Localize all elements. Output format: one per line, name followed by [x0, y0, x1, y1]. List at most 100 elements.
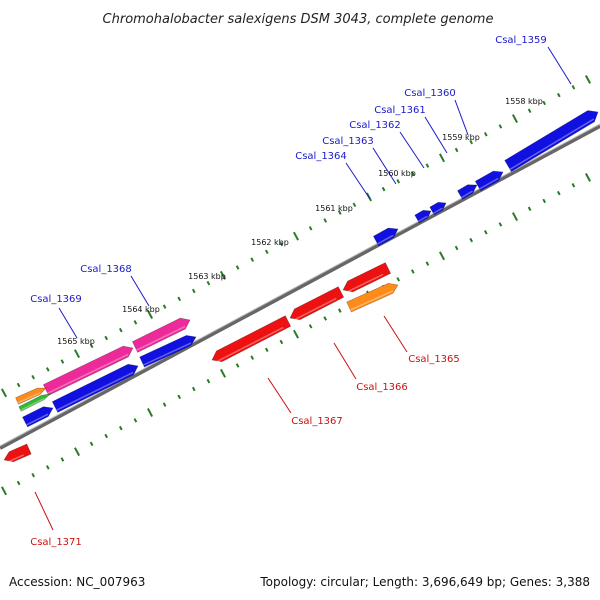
lower-tick-mark [133, 418, 138, 423]
lower-tick-mark [308, 324, 313, 329]
leader-line-csal-1359 [547, 46, 572, 85]
upper-tick-mark [206, 280, 211, 286]
scale-label: 1560 kbp [378, 169, 416, 178]
upper-tick-mark [381, 186, 386, 192]
gene-label-csal-1365[interactable]: Csal_1365 [408, 354, 460, 365]
leader-line-csal-1365 [383, 315, 408, 353]
upper-tick-mark [89, 343, 94, 349]
upper-tick-mark [469, 139, 474, 145]
gene-label-csal-1366[interactable]: Csal_1366 [356, 382, 408, 393]
lower-tick-mark [469, 237, 474, 243]
upper-tick-mark [410, 171, 415, 176]
scale-label: 1561 kbp [315, 204, 353, 213]
gene-orange-feature-reverse[interactable] [346, 282, 399, 313]
upper-tick-mark [511, 114, 519, 124]
upper-tick-mark [73, 349, 81, 359]
upper-tick-mark [337, 210, 342, 215]
gene-orange-feature[interactable] [15, 387, 47, 405]
gene-green-feature[interactable] [18, 393, 51, 412]
gene-csal-1362[interactable] [429, 201, 447, 216]
lower-tick-mark [162, 402, 167, 407]
upper-tick-mark [396, 179, 401, 184]
leader-line-csal-1362 [399, 131, 425, 169]
leader-line-csal-1369 [58, 307, 78, 339]
upper-tick-mark [425, 163, 430, 168]
gene-label-csal-1360[interactable]: Csal_1360 [404, 88, 456, 99]
gene-csal-1361[interactable] [457, 184, 478, 200]
scale-label: 1565 kbp [57, 337, 95, 346]
lower-tick-mark [264, 347, 269, 353]
gene-label-csal-1367[interactable]: Csal_1367 [291, 416, 343, 427]
lower-tick-mark [250, 355, 255, 360]
gene-label-csal-1368[interactable]: Csal_1368 [80, 264, 132, 275]
gene-label-csal-1363[interactable]: Csal_1363 [322, 136, 374, 147]
upper-tick-mark [308, 226, 313, 231]
lower-tick-mark [323, 316, 328, 321]
gene-magenta-feature-right[interactable] [132, 317, 191, 353]
gene-csal-1369[interactable] [51, 363, 139, 413]
upper-tick-mark [279, 241, 284, 247]
upper-tick-mark [146, 310, 154, 319]
upper-tick-mark [542, 100, 547, 106]
gene-csal-1365[interactable] [342, 262, 391, 294]
lower-tick-mark [235, 363, 240, 368]
lower-tick-mark [191, 386, 196, 392]
upper-tick-mark [292, 231, 300, 241]
leader-line-csal-1366 [333, 342, 357, 380]
lower-tick-mark [542, 198, 547, 204]
gene-csal-1364[interactable] [372, 227, 399, 247]
upper-tick-mark [483, 132, 488, 137]
lower-tick-mark [337, 308, 342, 313]
gene-csal-1367[interactable] [211, 315, 292, 364]
gene-csal-1368[interactable] [139, 335, 197, 368]
lower-tick-mark [410, 269, 415, 274]
upper-tick-mark [133, 320, 138, 325]
lower-tick-mark [219, 368, 227, 378]
upper-tick-mark [0, 388, 8, 398]
gene-label-csal-1364[interactable]: Csal_1364 [295, 151, 347, 162]
lower-tick-mark [206, 378, 211, 384]
upper-tick-mark [264, 249, 269, 255]
upper-tick-mark [104, 335, 109, 341]
lower-tick-mark [483, 230, 488, 235]
lower-tick-mark [279, 339, 284, 345]
gene-label-csal-1361[interactable]: Csal_1361 [374, 105, 426, 116]
gene-csal-1359[interactable] [504, 110, 599, 173]
upper-tick-mark [438, 153, 446, 163]
leader-line-csal-1368 [130, 275, 150, 307]
lower-tick-mark [454, 245, 459, 251]
gene-label-csal-1371[interactable]: Csal_1371 [30, 537, 82, 548]
scale-labels: 1558 kbp 1559 kbp 1560 kbp 1561 kbp 1562 kbp… [57, 97, 543, 346]
upper-tick-mark [60, 359, 65, 364]
lower-tick-mark [31, 472, 36, 478]
gene-csal-1363[interactable] [414, 209, 432, 224]
leader-line-csal-1371 [34, 491, 54, 531]
lower-tick-mark [425, 261, 430, 266]
tick-tracks [0, 75, 592, 496]
gene-csal-1371[interactable] [3, 443, 32, 464]
upper-tick-mark [235, 265, 240, 270]
upper-tick-mark [571, 85, 576, 90]
lower-tick-mark [60, 457, 65, 462]
gene-csal-1360[interactable] [474, 170, 504, 192]
gene-magenta-feature-left[interactable] [42, 345, 134, 396]
lower-tick-mark [0, 486, 8, 496]
gene-label-csal-1359[interactable]: Csal_1359 [495, 35, 547, 46]
lower-tick-mark [396, 277, 401, 282]
upper-tick-mark [177, 296, 182, 302]
scale-label: 1558 kbp [505, 97, 543, 106]
lower-tick-mark [73, 447, 81, 457]
lower-tick-mark [118, 425, 123, 431]
gene-csal-1370[interactable] [22, 406, 54, 428]
gene-label-csal-1369[interactable]: Csal_1369 [30, 294, 82, 305]
scale-label: 1563 kbp [188, 272, 226, 281]
accession-text: Accession: NC_007963 [9, 575, 145, 589]
gene-csal-1366[interactable] [289, 286, 345, 322]
upper-tick-mark [162, 304, 167, 309]
gene-features [3, 110, 599, 464]
leader-line-csal-1360 [454, 99, 469, 136]
gene-label-csal-1362[interactable]: Csal_1362 [349, 120, 401, 131]
upper-tick-mark [16, 382, 21, 388]
upper-tick-mark [454, 147, 459, 153]
